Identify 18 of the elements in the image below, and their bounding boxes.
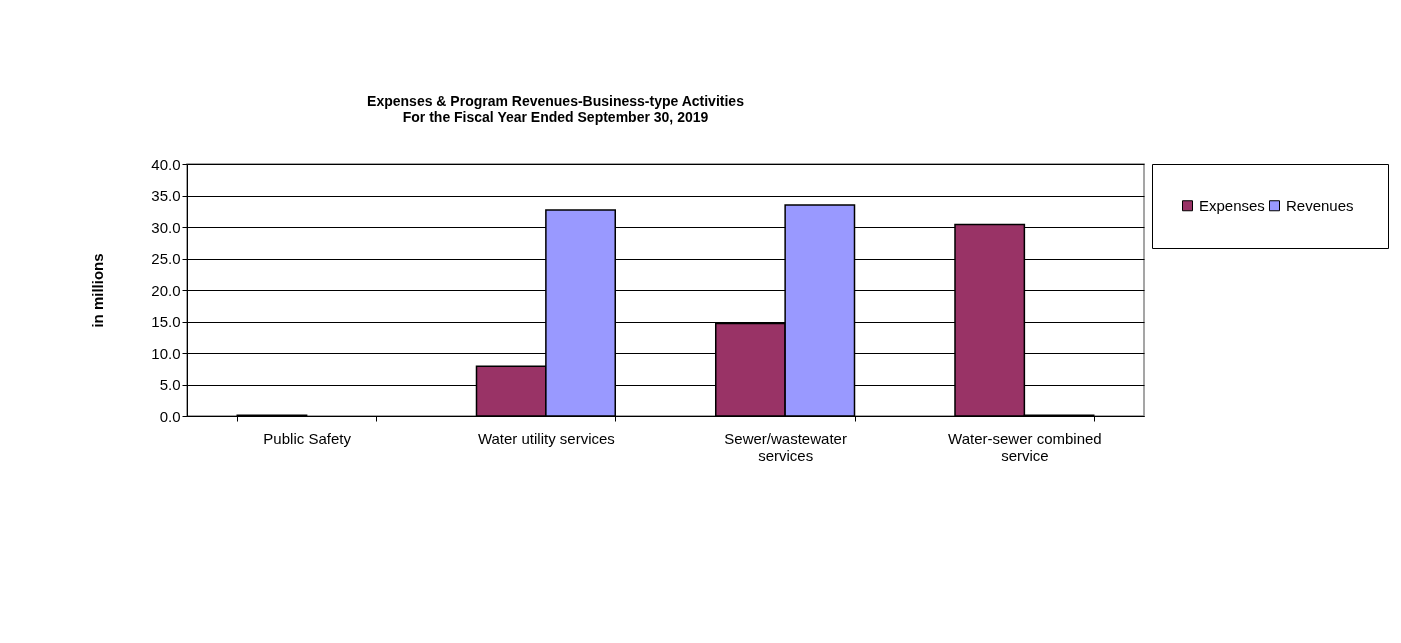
y-tick-label: 15.0 <box>151 313 181 330</box>
x-tick-label: Water-sewer combined service <box>948 429 1102 464</box>
x-tick-label: Public Safety <box>263 429 352 447</box>
chart-subtitle: For the Fiscal Year Ended September 30, 2019 <box>402 109 709 125</box>
chart-title: Expenses & Program Revenues-Business-type Activities <box>367 93 745 109</box>
legend-label: Expenses <box>1199 196 1265 214</box>
y-tick-label: 40.0 <box>151 155 181 173</box>
y-tick-label: 25.0 <box>151 250 181 267</box>
y-tick-label: 5.0 <box>159 376 181 393</box>
x-tick-label: Water utility services <box>477 429 615 447</box>
x-tick-label: Sewer/wastewater services <box>724 429 847 464</box>
y-tick-label: 35.0 <box>151 187 181 204</box>
y-tick-label: 0.0 <box>159 407 181 425</box>
y-tick-label: 20.0 <box>151 281 181 299</box>
y-tick-label: 10.0 <box>151 344 181 362</box>
y-axis-title: in millions <box>89 253 107 328</box>
legend-label: Revenues <box>1286 196 1354 214</box>
y-tick-label: 30.0 <box>151 218 181 236</box>
